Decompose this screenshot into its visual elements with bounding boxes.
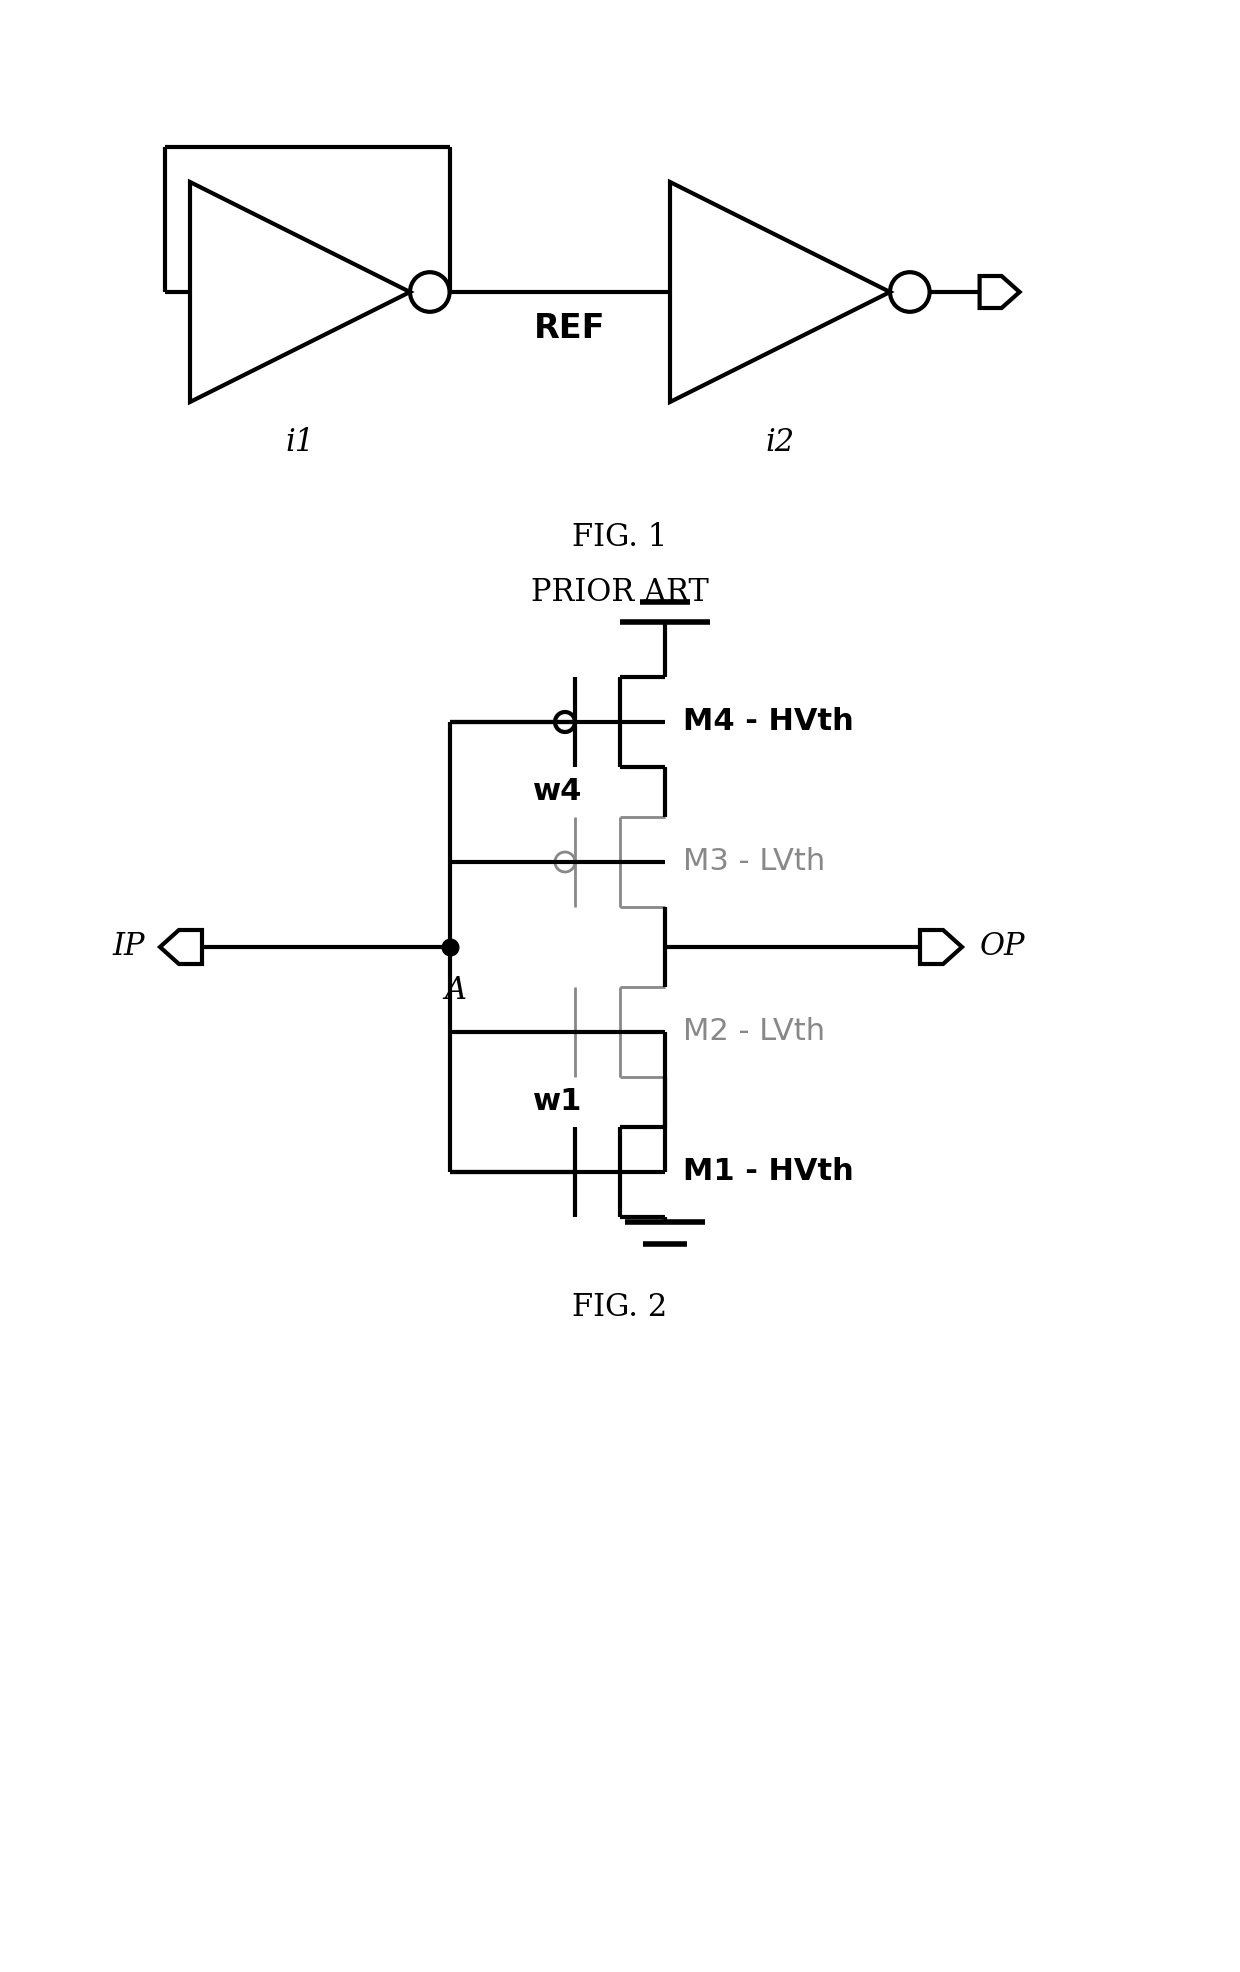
Text: OP: OP bbox=[980, 931, 1025, 962]
Text: REF: REF bbox=[534, 312, 605, 345]
Text: M1 - HVth: M1 - HVth bbox=[683, 1158, 854, 1187]
Text: w1: w1 bbox=[533, 1087, 583, 1116]
Text: M2 - LVth: M2 - LVth bbox=[683, 1018, 825, 1047]
Text: w4: w4 bbox=[533, 777, 583, 807]
Text: M3 - LVth: M3 - LVth bbox=[683, 848, 826, 876]
Text: i2: i2 bbox=[765, 428, 795, 458]
Text: A: A bbox=[444, 974, 466, 1006]
Text: FIG. 2: FIG. 2 bbox=[573, 1292, 667, 1323]
Text: FIG. 1: FIG. 1 bbox=[573, 523, 667, 552]
Text: IP: IP bbox=[113, 931, 145, 962]
Text: i1: i1 bbox=[285, 428, 315, 458]
Text: PRIOR ART: PRIOR ART bbox=[531, 578, 709, 607]
Text: M4 - HVth: M4 - HVth bbox=[683, 708, 854, 736]
